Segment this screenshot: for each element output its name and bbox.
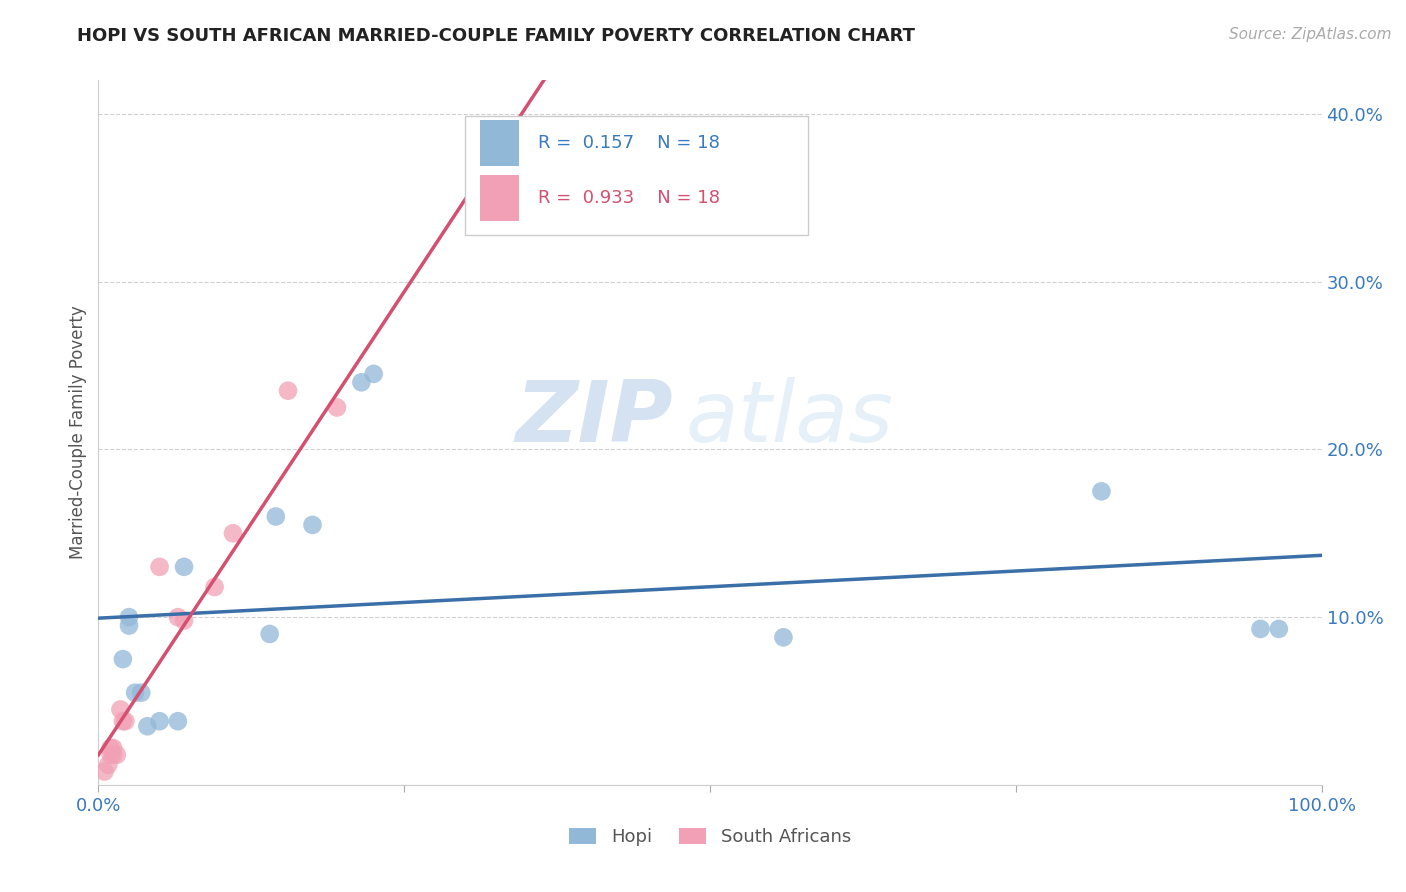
FancyBboxPatch shape — [465, 115, 808, 235]
Point — [100, 747, 122, 762]
Point — [326, 401, 349, 415]
Point — [772, 630, 794, 644]
Text: HOPI VS SOUTH AFRICAN MARRIED-COUPLE FAMILY POVERTY CORRELATION CHART: HOPI VS SOUTH AFRICAN MARRIED-COUPLE FAM… — [77, 27, 915, 45]
Point — [149, 559, 172, 574]
Point — [264, 509, 287, 524]
Point — [111, 714, 134, 729]
Y-axis label: Married-Couple Family Poverty: Married-Couple Family Poverty — [69, 306, 87, 559]
Text: Source: ZipAtlas.com: Source: ZipAtlas.com — [1229, 27, 1392, 42]
Point — [1090, 484, 1112, 499]
Bar — [479, 175, 519, 221]
Point — [149, 714, 172, 729]
Text: R =  0.933    N = 18: R = 0.933 N = 18 — [537, 189, 720, 207]
Text: ZIP: ZIP — [516, 377, 673, 460]
Point — [259, 627, 281, 641]
Point — [110, 702, 132, 716]
Point — [101, 741, 124, 756]
Point — [93, 764, 115, 779]
Point — [173, 559, 195, 574]
Point — [129, 686, 152, 700]
Text: R =  0.157    N = 18: R = 0.157 N = 18 — [537, 134, 720, 152]
Point — [1249, 622, 1271, 636]
Point — [100, 741, 122, 756]
Point — [277, 384, 299, 398]
Legend: Hopi, South Africans: Hopi, South Africans — [562, 821, 858, 854]
Point — [118, 610, 141, 624]
Point — [173, 614, 195, 628]
Point — [204, 580, 226, 594]
Point — [363, 367, 385, 381]
Point — [301, 517, 323, 532]
Point — [222, 526, 245, 541]
Point — [105, 747, 128, 762]
Point — [111, 652, 134, 666]
Point — [118, 618, 141, 632]
Point — [124, 686, 146, 700]
Point — [491, 182, 513, 196]
Point — [1268, 622, 1291, 636]
Point — [350, 376, 373, 390]
Point — [97, 757, 120, 772]
Point — [101, 747, 124, 762]
Point — [114, 714, 136, 729]
Point — [136, 719, 159, 733]
Bar — [479, 120, 519, 166]
Point — [167, 714, 190, 729]
Text: atlas: atlas — [686, 377, 894, 460]
Point — [167, 610, 190, 624]
